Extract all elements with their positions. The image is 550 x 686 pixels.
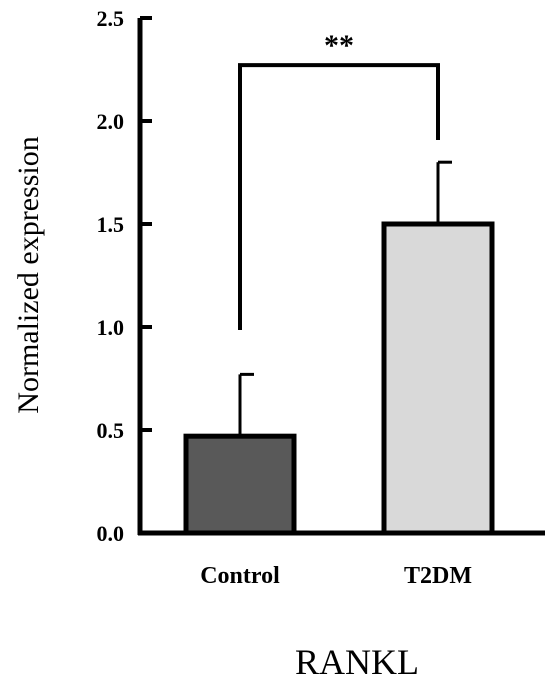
x-tick-label-t2dm: T2DM (404, 563, 472, 589)
y-tick-label: 0.0 (97, 521, 125, 546)
y-axis-label: Normalized expression (12, 136, 45, 413)
significance-annotation: ** (238, 29, 440, 330)
bars (183, 221, 495, 536)
x-tick-labels: Control T2DM (200, 563, 472, 589)
significance-label: ** (324, 29, 354, 62)
significance-bracket (238, 63, 440, 330)
y-tick-label: 1.5 (97, 212, 125, 237)
y-ticks: 0.0 0.5 1.0 1.5 2.0 2.5 (97, 6, 152, 546)
y-tick-label: 1.0 (97, 315, 125, 340)
error-bars (238, 160, 452, 437)
y-tick-label: 2.5 (97, 6, 125, 31)
x-tick-label-control: Control (200, 563, 280, 589)
y-tick-label: 0.5 (97, 418, 125, 443)
bar-t2dm (381, 221, 495, 536)
y-tick-label: 2.0 (97, 109, 125, 134)
bar-control (183, 433, 297, 536)
x-axis-label: RANKL (295, 642, 419, 682)
